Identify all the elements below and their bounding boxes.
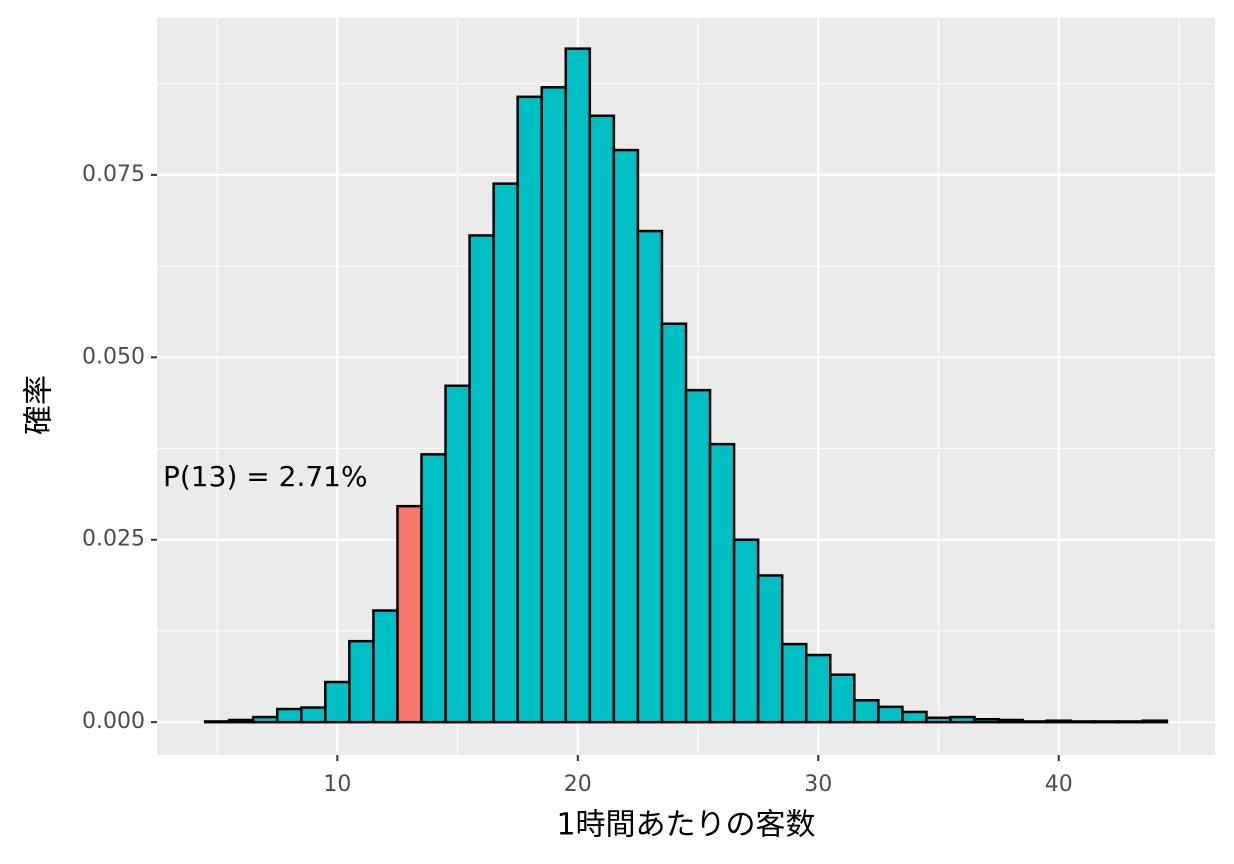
bar [324,680,351,724]
x-tick-label: 20 [564,772,592,797]
bar [227,718,255,724]
x-tick-label: 30 [804,772,832,797]
bar [901,710,928,724]
bar [396,504,423,724]
bar [925,716,952,724]
bar [732,538,760,724]
bar [540,86,568,724]
bar [612,148,640,724]
bar [564,47,592,724]
bar [300,706,327,724]
bar [420,453,447,724]
bar [949,715,976,724]
bar [804,653,832,724]
bar [372,609,399,724]
bar [853,699,880,724]
bar [684,388,712,724]
bar [1021,720,1048,724]
bar [1069,720,1097,724]
x-tick-label: 40 [1045,772,1073,797]
bar [636,229,664,724]
y-tick-label: 0.000 [82,709,145,734]
bar [492,182,519,724]
y-tick-label: 0.025 [82,527,145,552]
bar [348,639,375,724]
y-axis-title: 確率 [22,375,57,435]
bar [588,114,616,724]
y-tick-label: 0.075 [82,162,145,187]
bar [1141,719,1169,724]
bar [973,717,1000,724]
bar [1117,720,1145,724]
bar [708,442,736,724]
bar [275,707,303,724]
bar [780,642,808,724]
bar [251,715,279,724]
bar [877,705,904,724]
y-tick-label: 0.050 [82,344,145,369]
bar [660,322,688,724]
x-axis-title: 1時間あたりの客数 [556,808,815,843]
bar [516,95,543,724]
bar [756,574,784,724]
x-tick-label: 10 [323,772,351,797]
bar [1093,720,1121,724]
bar [997,718,1024,724]
annotation: P(13) = 2.71% [163,460,368,493]
bar [203,720,231,724]
bar [444,384,471,724]
bar [468,234,495,724]
bar [1045,719,1072,724]
bar [829,673,856,724]
